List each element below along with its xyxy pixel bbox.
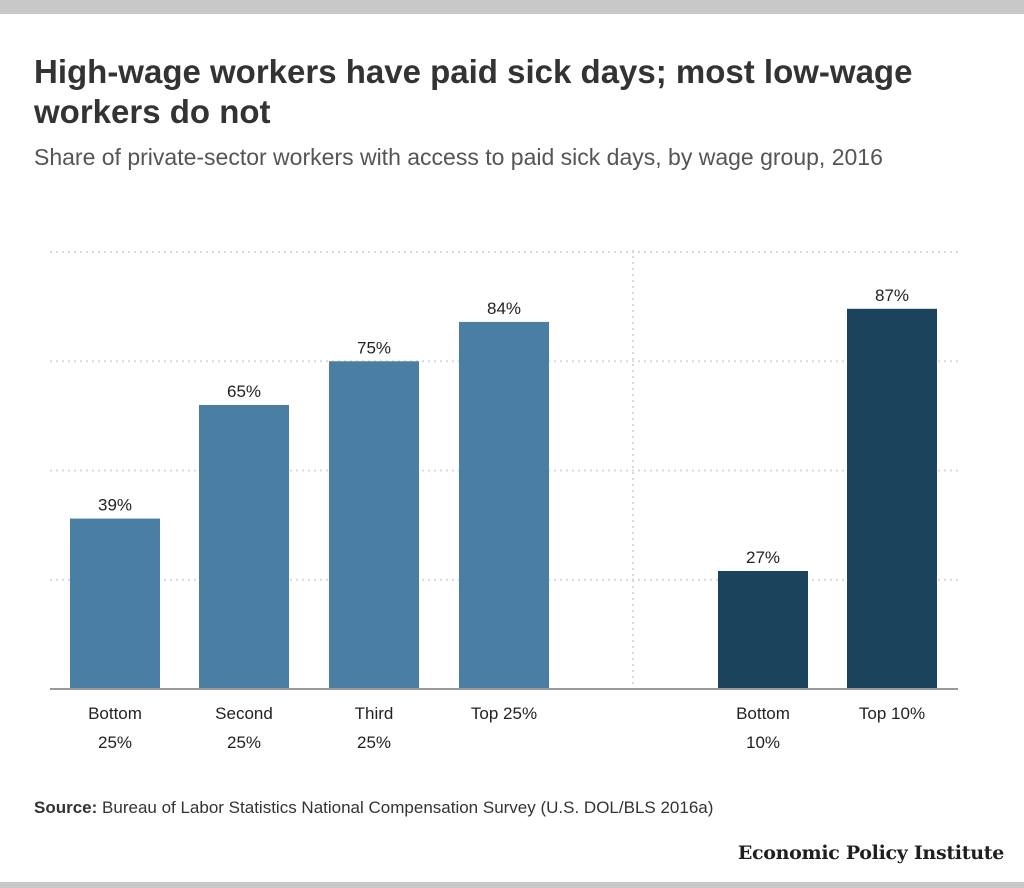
source-text: Bureau of Labor Statistics National Comp… bbox=[102, 798, 714, 817]
bar-chart: 39% Bottom 25% 65% Second 25% 75% Third 25% 84% To… bbox=[50, 250, 958, 752]
bottom-border bbox=[0, 882, 1024, 888]
bar bbox=[459, 321, 549, 689]
category-label: Bottom 10% bbox=[736, 704, 790, 752]
data-label: 84% bbox=[487, 299, 521, 318]
category-label: Third 25% bbox=[355, 704, 394, 752]
category-label: Top 10% bbox=[859, 704, 925, 723]
data-label: 27% bbox=[746, 548, 780, 567]
category-label: Top 25% bbox=[471, 704, 537, 723]
category-label: Bottom 25% bbox=[88, 704, 142, 752]
category-label: Second 25% bbox=[215, 704, 273, 752]
top-border bbox=[0, 0, 1024, 14]
chart-subtitle: Share of private-sector workers with acc… bbox=[34, 144, 883, 170]
source-note: Source: Bureau of Labor Statistics Natio… bbox=[34, 798, 713, 818]
data-label: 87% bbox=[875, 286, 909, 305]
bar bbox=[847, 308, 937, 689]
bar bbox=[329, 361, 419, 689]
source-label: Source: bbox=[34, 798, 98, 817]
bar bbox=[199, 404, 289, 689]
data-label: 65% bbox=[227, 382, 261, 401]
epi-logo: Economic Policy Institute bbox=[737, 842, 1004, 864]
data-label: 75% bbox=[357, 338, 391, 357]
bar bbox=[718, 571, 808, 689]
chart-title: High-wage workers have paid sick days; m… bbox=[34, 53, 913, 130]
data-label: 39% bbox=[98, 496, 132, 515]
bar bbox=[70, 518, 160, 689]
